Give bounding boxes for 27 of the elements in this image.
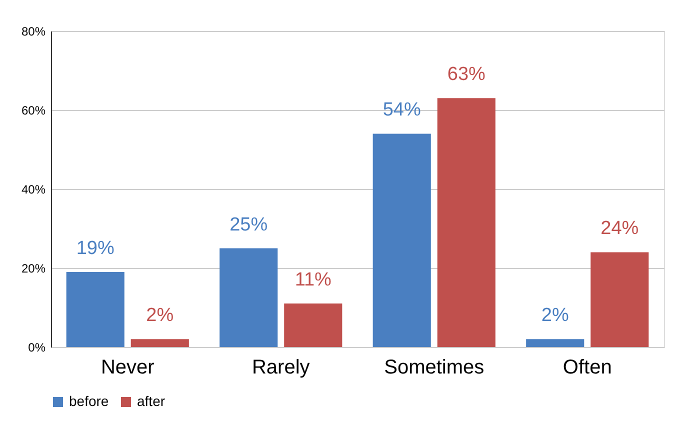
data-label: 2%: [146, 305, 174, 326]
legend-label: after: [137, 393, 166, 409]
data-label: 11%: [294, 270, 332, 291]
bar: [66, 272, 124, 347]
y-tick-label: 80%: [21, 24, 46, 38]
bar: [130, 339, 189, 347]
bar: [372, 134, 431, 347]
data-label: 54%: [382, 100, 421, 121]
data-label: 63%: [447, 64, 486, 86]
x-tick-label: Never: [100, 356, 155, 378]
y-tick-label: 60%: [21, 104, 46, 118]
y-tick-label: 20%: [21, 262, 46, 276]
x-tick-label: Often: [562, 356, 612, 378]
y-tick-label: 40%: [21, 182, 46, 196]
x-tick-label: Sometimes: [384, 356, 484, 378]
x-tick-label: Rarely: [252, 356, 310, 378]
data-label: 24%: [600, 218, 639, 240]
bar: [220, 248, 278, 347]
data-label: 2%: [541, 305, 569, 326]
y-tick-label: 0%: [28, 340, 46, 354]
bar: [284, 304, 342, 347]
bar: [590, 252, 649, 347]
bar: [526, 339, 584, 347]
legend-label: before: [69, 393, 109, 409]
data-label: 19%: [76, 238, 114, 259]
bar: [437, 98, 496, 347]
data-label: 25%: [230, 214, 268, 236]
